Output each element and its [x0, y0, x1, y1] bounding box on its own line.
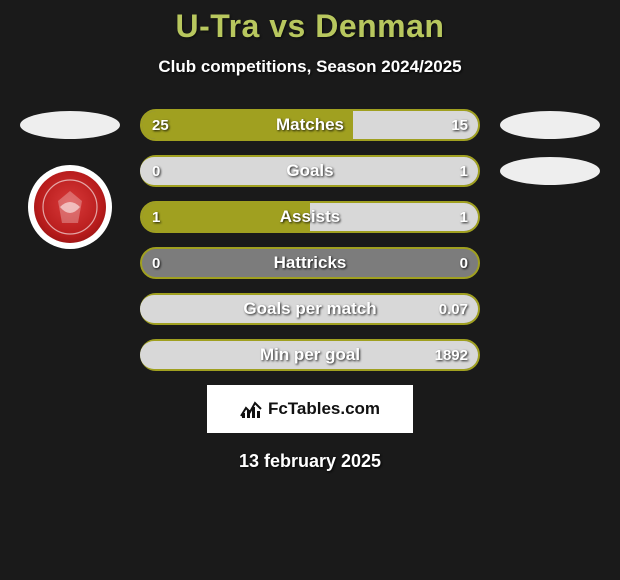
- right-player-column: [498, 109, 602, 185]
- chart-icon: [240, 399, 262, 419]
- stat-bar-fill-right: [310, 203, 478, 231]
- stats-bars: Matches2515 Goals01 Assists11 Hattricks00 Go…: [140, 109, 480, 371]
- left-club-badge: [28, 165, 112, 249]
- page-title: U-Tra vs Denman: [0, 8, 620, 45]
- stat-bar-fill-left: [142, 203, 310, 231]
- stat-bar-track: [140, 247, 480, 279]
- brand-text: FcTables.com: [268, 399, 380, 419]
- right-player-ellipse: [500, 111, 600, 139]
- club-badge-icon: [34, 171, 106, 243]
- stat-bar: Min per goal1892: [140, 339, 480, 371]
- subtitle: Club competitions, Season 2024/2025: [0, 57, 620, 77]
- comparison-card: U-Tra vs Denman Club competitions, Seaso…: [0, 0, 620, 472]
- right-club-ellipse: [500, 157, 600, 185]
- stat-bar-fill-right: [353, 111, 479, 139]
- stat-bar-fill-right: [140, 295, 478, 323]
- stat-bar: Assists11: [140, 201, 480, 233]
- date: 13 february 2025: [0, 451, 620, 472]
- source-brand-card[interactable]: FcTables.com: [207, 385, 413, 433]
- left-player-ellipse: [20, 111, 120, 139]
- stat-bar: Goals per match0.07: [140, 293, 480, 325]
- stat-bar: Hattricks00: [140, 247, 480, 279]
- left-player-column: [18, 109, 122, 249]
- stat-bar: Goals01: [140, 155, 480, 187]
- main-row: Matches2515 Goals01 Assists11 Hattricks00 Go…: [0, 109, 620, 371]
- stat-bar: Matches2515: [140, 109, 480, 141]
- stat-bar-fill-right: [140, 341, 478, 369]
- stat-bar-fill-right: [140, 157, 478, 185]
- stat-bar-fill-left: [142, 111, 353, 139]
